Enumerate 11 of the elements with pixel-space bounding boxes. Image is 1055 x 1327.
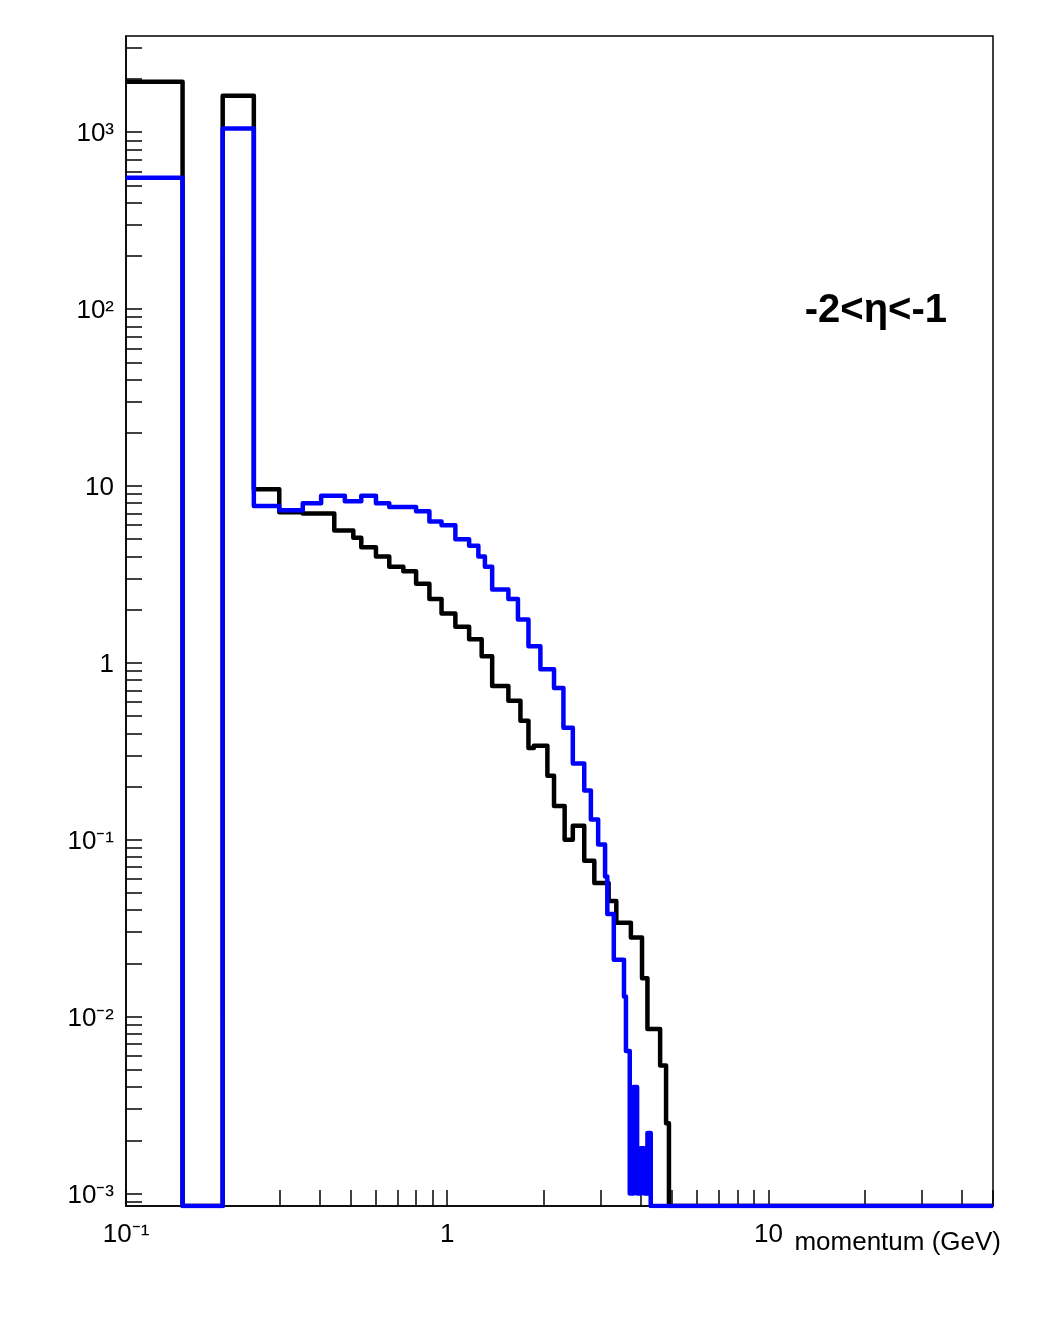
y-tick-label: 10⁻³	[67, 1178, 115, 1209]
y-tick-label: 10⁻¹	[67, 824, 115, 855]
y-tick-label: 10²	[76, 294, 115, 325]
annotation: -2<η<-1	[804, 286, 948, 330]
x-axis-title: momentum (GeV)	[794, 1226, 1001, 1256]
y-tick-label: 10	[85, 471, 114, 501]
x-tick-label: 1	[440, 1218, 455, 1248]
y-tick-label: 10³	[76, 117, 115, 148]
x-tick-label: 10	[754, 1218, 783, 1248]
y-tick-label: 10⁻²	[67, 1001, 115, 1032]
y-tick-label: 1	[99, 647, 114, 678]
